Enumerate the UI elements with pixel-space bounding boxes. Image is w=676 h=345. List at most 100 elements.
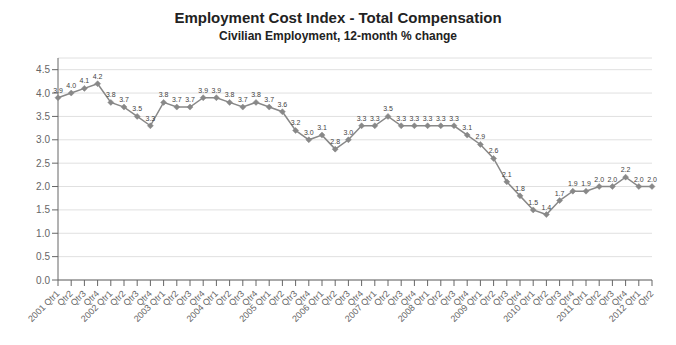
svg-text:2011 Qtr1: 2011 Qtr1	[555, 288, 590, 323]
svg-text:2.5: 2.5	[36, 158, 50, 169]
svg-text:3.5: 3.5	[383, 105, 393, 112]
svg-text:Qtr3: Qtr3	[332, 288, 352, 308]
svg-text:3.3: 3.3	[396, 115, 406, 122]
svg-text:3.7: 3.7	[119, 96, 129, 103]
svg-text:Qtr2: Qtr2	[319, 288, 339, 308]
svg-text:3.5: 3.5	[132, 105, 142, 112]
svg-text:Qtr3: Qtr3	[174, 288, 194, 308]
svg-text:Qtr2: Qtr2	[424, 288, 445, 308]
svg-text:2009 Qtr1: 2009 Qtr1	[449, 288, 484, 323]
svg-text:3.7: 3.7	[238, 96, 248, 103]
svg-text:Qtr2: Qtr2	[108, 288, 128, 308]
svg-text:Qtr4: Qtr4	[292, 288, 313, 308]
svg-text:4.1: 4.1	[80, 77, 90, 84]
svg-text:3.7: 3.7	[185, 96, 195, 103]
svg-text:2005 Qtr1: 2005 Qtr1	[237, 288, 272, 323]
svg-text:Qtr2: Qtr2	[583, 288, 603, 308]
svg-text:Qtr4: Qtr4	[240, 288, 260, 308]
svg-text:2007 Qtr1: 2007 Qtr1	[343, 288, 378, 323]
svg-text:2003 Qtr1: 2003 Qtr1	[132, 288, 167, 323]
svg-text:3.8: 3.8	[225, 91, 235, 98]
svg-text:3.3: 3.3	[357, 115, 367, 122]
svg-text:2004 Qtr1: 2004 Qtr1	[185, 288, 220, 323]
svg-text:3.3: 3.3	[436, 115, 446, 122]
svg-text:3.1: 3.1	[462, 124, 472, 131]
svg-text:0.5: 0.5	[36, 251, 50, 262]
svg-text:4.2: 4.2	[93, 73, 103, 80]
svg-text:Qtr3: Qtr3	[121, 288, 141, 308]
svg-text:2.2: 2.2	[621, 166, 631, 173]
svg-text:3.8: 3.8	[159, 91, 169, 98]
svg-text:Qtr4: Qtr4	[398, 288, 418, 308]
svg-text:2.0: 2.0	[36, 181, 50, 192]
svg-text:3.3: 3.3	[423, 115, 433, 122]
svg-text:3.2: 3.2	[291, 119, 301, 126]
svg-text:Qtr4: Qtr4	[187, 288, 207, 308]
svg-text:2.1: 2.1	[502, 171, 512, 178]
svg-text:3.5: 3.5	[36, 111, 50, 122]
svg-text:1.9: 1.9	[568, 180, 578, 187]
svg-text:1.5: 1.5	[528, 199, 538, 206]
svg-text:3.9: 3.9	[198, 87, 208, 94]
svg-text:0.0: 0.0	[36, 275, 50, 286]
svg-text:1.9: 1.9	[581, 180, 591, 187]
svg-text:2006 Qtr1: 2006 Qtr1	[290, 288, 325, 323]
svg-text:2.9: 2.9	[476, 133, 486, 140]
svg-text:4.5: 4.5	[36, 64, 50, 75]
svg-text:Qtr2: Qtr2	[477, 288, 498, 308]
svg-text:2.0: 2.0	[634, 176, 644, 183]
svg-text:3.1: 3.1	[317, 124, 327, 131]
svg-text:4.0: 4.0	[66, 82, 76, 89]
svg-text:3.7: 3.7	[172, 96, 182, 103]
svg-text:1.4: 1.4	[542, 204, 552, 211]
svg-text:3.3: 3.3	[370, 115, 380, 122]
svg-text:3.3: 3.3	[146, 115, 156, 122]
svg-text:Qtr3: Qtr3	[226, 288, 247, 308]
svg-text:Qtr2: Qtr2	[530, 288, 550, 308]
svg-text:Qtr3: Qtr3	[543, 288, 564, 308]
svg-text:Qtr2: Qtr2	[372, 288, 392, 308]
svg-text:Qtr2: Qtr2	[636, 288, 655, 307]
svg-text:3.3: 3.3	[410, 115, 420, 122]
svg-text:Qtr4: Qtr4	[504, 288, 524, 308]
svg-text:Qtr3: Qtr3	[279, 288, 300, 308]
svg-text:Qtr2: Qtr2	[266, 288, 286, 308]
svg-text:Qtr4: Qtr4	[81, 288, 102, 308]
svg-text:3.8: 3.8	[251, 91, 261, 98]
svg-text:2001 Qtr1: 2001 Qtr1	[26, 288, 61, 323]
svg-text:Qtr2: Qtr2	[55, 288, 75, 308]
svg-text:Qtr4: Qtr4	[556, 288, 577, 308]
svg-text:1.7: 1.7	[555, 190, 565, 197]
svg-text:1.5: 1.5	[36, 204, 50, 215]
svg-text:1.8: 1.8	[515, 185, 525, 192]
svg-text:3.9: 3.9	[212, 87, 222, 94]
svg-text:3.0: 3.0	[36, 134, 50, 145]
svg-text:2002 Qtr1: 2002 Qtr1	[79, 288, 114, 323]
svg-text:Qtr4: Qtr4	[345, 288, 366, 308]
svg-text:2.8: 2.8	[330, 138, 340, 145]
svg-text:3.7: 3.7	[264, 96, 274, 103]
svg-text:Qtr4: Qtr4	[451, 288, 471, 308]
svg-text:Qtr3: Qtr3	[68, 288, 88, 308]
svg-text:3.6: 3.6	[278, 101, 288, 108]
svg-text:4.0: 4.0	[36, 88, 50, 99]
svg-text:Qtr2: Qtr2	[213, 288, 234, 308]
svg-text:2.0: 2.0	[608, 176, 618, 183]
svg-text:2012 Qtr1: 2012 Qtr1	[607, 288, 642, 323]
svg-text:1.0: 1.0	[36, 228, 50, 239]
svg-text:2010 Qtr1: 2010 Qtr1	[501, 288, 536, 323]
svg-text:Qtr3: Qtr3	[385, 288, 405, 308]
svg-text:2008 Qtr1: 2008 Qtr1	[396, 288, 431, 323]
svg-text:Qtr3: Qtr3	[490, 288, 511, 308]
svg-text:3.3: 3.3	[449, 115, 459, 122]
svg-text:2.6: 2.6	[489, 147, 499, 154]
svg-text:2.0: 2.0	[594, 176, 604, 183]
svg-text:3.0: 3.0	[304, 129, 314, 136]
svg-text:2.0: 2.0	[647, 176, 657, 183]
svg-text:3.8: 3.8	[106, 91, 116, 98]
svg-text:3.9: 3.9	[53, 87, 63, 94]
svg-text:Qtr4: Qtr4	[134, 288, 154, 308]
svg-text:Qtr2: Qtr2	[160, 288, 181, 308]
svg-text:3.0: 3.0	[344, 129, 354, 136]
svg-text:Qtr3: Qtr3	[438, 288, 458, 308]
